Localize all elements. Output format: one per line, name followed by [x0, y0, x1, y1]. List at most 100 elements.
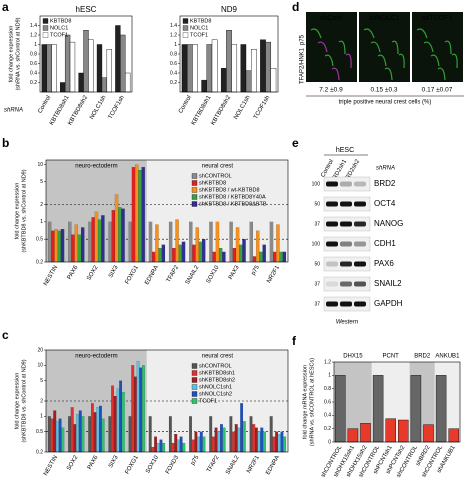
- y-tick-label: 2: [40, 202, 43, 208]
- legend-swatch: [191, 201, 198, 207]
- y-tick-label: 10: [37, 363, 43, 369]
- protein-label: CDH1: [374, 239, 396, 248]
- legend-label: shCONTROL: [199, 363, 232, 369]
- bar: [282, 251, 287, 263]
- bar: [191, 439, 195, 453]
- bar: [121, 208, 125, 263]
- y-tick-label: 0.8: [324, 386, 331, 392]
- bar: [251, 49, 257, 93]
- legend-swatch: [191, 384, 198, 390]
- band: [326, 241, 338, 247]
- panel-label: b: [2, 136, 9, 150]
- size-marker: 50: [314, 261, 320, 267]
- band: [326, 261, 338, 267]
- bar: [232, 248, 237, 263]
- bar: [257, 431, 261, 453]
- y-tick-label: 0.5: [36, 237, 43, 243]
- bar: [194, 431, 198, 453]
- quantification: 7.2 ±0.9: [319, 87, 343, 94]
- bar: [209, 221, 213, 263]
- x-tick-label: KBTBD8sh2: [210, 94, 232, 126]
- cell-stain: [377, 54, 387, 67]
- bar: [73, 424, 77, 453]
- y-tick-label: 0.4: [30, 70, 37, 76]
- bar: [96, 407, 100, 453]
- legend-label: shKBTBD8 / KBTBD8Y40A: [199, 194, 266, 200]
- bar: [239, 244, 243, 263]
- bar: [60, 229, 65, 263]
- legend-swatch: [42, 32, 49, 38]
- cell-stain: [363, 28, 375, 39]
- y-tick-label: 0.8: [170, 51, 177, 57]
- bar: [283, 436, 287, 453]
- x-tick-label: NOLC1sh: [89, 95, 107, 121]
- bar: [113, 396, 117, 453]
- legend-label: shCONTROL: [199, 173, 232, 179]
- bar: [97, 219, 102, 263]
- bar: [273, 251, 277, 263]
- bar: [120, 34, 126, 93]
- bar: [211, 39, 218, 93]
- y-tick-label: 0.6: [30, 61, 37, 67]
- bar: [50, 418, 54, 453]
- bar: [151, 447, 155, 453]
- x-tick-label: SOX2: [86, 264, 100, 281]
- legend-label: TCOF1: [190, 32, 208, 38]
- band: [326, 221, 338, 227]
- cell-stain: [384, 67, 393, 81]
- plot-frame: [45, 159, 289, 263]
- bar: [398, 419, 409, 443]
- y-tick-label: 0.6: [170, 61, 177, 67]
- x-tick-label: SIX3: [108, 454, 120, 469]
- stain-label: p75: [300, 34, 306, 45]
- x-tick-label: NOLC1sh: [233, 95, 251, 121]
- bar: [136, 361, 140, 453]
- bar: [235, 227, 240, 263]
- x-tick-label: SNAIL2: [225, 454, 241, 475]
- band: [354, 221, 366, 227]
- y-tick-label: 1.2: [324, 359, 331, 365]
- cell-stain: [416, 28, 428, 39]
- legend-label: shKBTBD8sh1: [199, 370, 235, 376]
- band: [326, 201, 338, 207]
- condition-label: shCntrl: [320, 15, 343, 22]
- band: [354, 201, 366, 207]
- bar: [182, 442, 186, 453]
- bar: [206, 44, 213, 93]
- bar: [56, 421, 59, 453]
- bar: [88, 416, 92, 453]
- cell-stain: [444, 40, 452, 55]
- bar: [192, 44, 198, 93]
- band: [340, 301, 352, 307]
- y-tick-label: 0.8: [30, 51, 37, 57]
- bar: [217, 431, 221, 453]
- y-tick-label: 1.4: [30, 23, 37, 29]
- lane-group: shRNA: [376, 166, 395, 172]
- bar: [41, 44, 47, 93]
- panel-label: f: [292, 334, 297, 348]
- legend-swatch: [42, 25, 49, 31]
- legend-swatch: [191, 173, 198, 179]
- bar: [240, 44, 247, 93]
- y-tick-label: 1.2: [170, 32, 177, 38]
- bar: [90, 403, 94, 453]
- band: [340, 261, 352, 267]
- bar: [209, 416, 213, 453]
- bar: [229, 416, 233, 453]
- legend-label: NOLC1: [190, 25, 208, 31]
- bar: [177, 439, 180, 453]
- y-tick-label: 0.5: [36, 429, 43, 435]
- bar: [276, 224, 280, 263]
- bar: [259, 251, 263, 263]
- y-tick-label: 0.2: [170, 80, 177, 86]
- x-tick-label: NESTIN: [43, 455, 59, 477]
- bar: [234, 424, 238, 453]
- bar: [220, 68, 227, 93]
- bar: [94, 211, 99, 263]
- bar: [280, 431, 284, 453]
- legend-label: shKBTBD8sh2: [199, 377, 235, 383]
- protein-label: NANOG: [374, 219, 403, 228]
- y-tick-label: 1: [40, 219, 43, 225]
- bar: [108, 416, 112, 453]
